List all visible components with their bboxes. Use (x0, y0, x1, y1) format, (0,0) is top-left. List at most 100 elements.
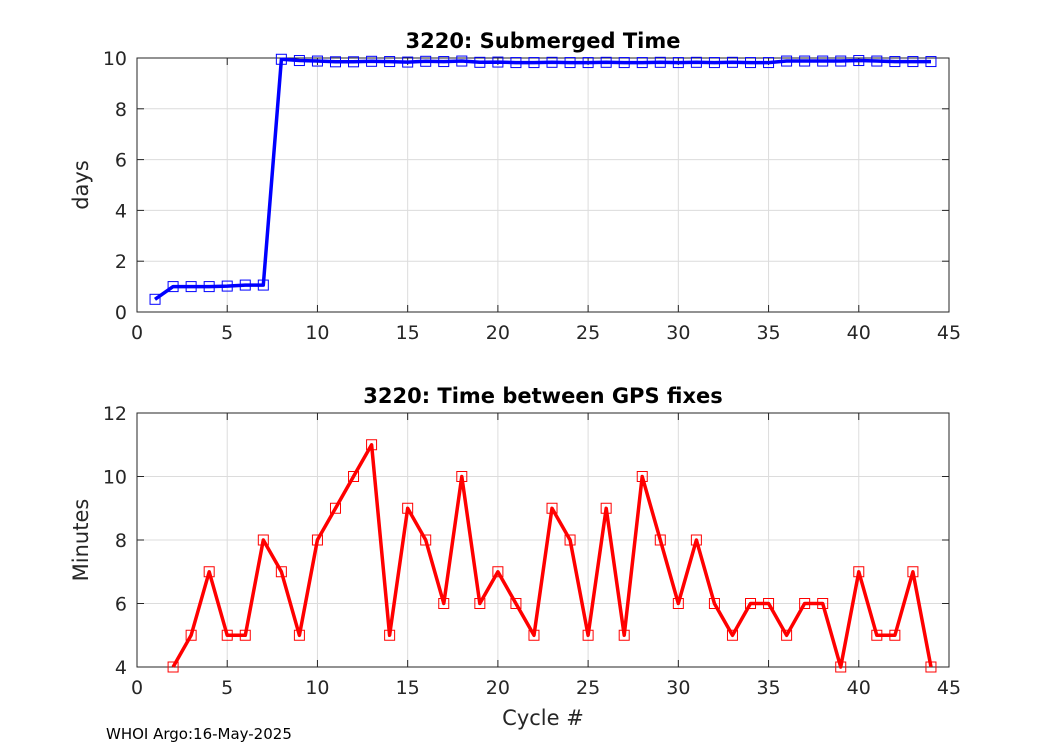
data-point (239, 279, 251, 291)
y-tick-label: 10 (103, 48, 127, 70)
gps-fix-time-chart: 0 5 10 15 20 25 30 35 40 45 4 6 8 10 12 3220: Time betw… (69, 384, 961, 730)
x-tick-label: 40 (847, 322, 871, 344)
data-point (763, 598, 775, 609)
data-point (167, 661, 179, 673)
x-tick-label: 15 (396, 322, 420, 344)
y-tick-label: 6 (115, 594, 127, 616)
data-point (257, 534, 269, 546)
data-point (799, 598, 811, 609)
data-point (925, 661, 937, 673)
data-point (564, 534, 576, 546)
data-point (799, 55, 811, 67)
y-tick-label: 2 (115, 251, 127, 273)
data-point (384, 56, 396, 68)
data-point (871, 629, 883, 641)
data-point (726, 56, 738, 68)
y-tick-label: 4 (115, 657, 127, 679)
data-point (618, 57, 630, 69)
x-axis-label: Cycle # (502, 706, 584, 730)
axes-box (136, 57, 950, 313)
x-tick-label: 15 (396, 677, 420, 699)
chart-title: 3220: Submerged Time (405, 29, 680, 53)
data-point (907, 566, 919, 578)
chart-title: 3220: Time between GPS fixes (363, 384, 723, 408)
footer-note: WHOI Argo:16-May-2025 (106, 725, 292, 743)
series-line (171, 443, 933, 669)
x-tick-label: 45 (937, 677, 961, 699)
x-tick-label: 20 (486, 322, 510, 344)
data-point (781, 629, 793, 641)
data-point (600, 56, 612, 68)
data-point (690, 56, 702, 68)
data-point (600, 502, 612, 514)
data-point (185, 629, 197, 641)
data-point (745, 57, 757, 69)
y-tick-label: 10 (103, 467, 127, 489)
plot-area (137, 58, 949, 312)
data-point (528, 57, 540, 69)
submerged-time-chart: 0 5 10 15 20 25 30 35 40 45 0 2 4 6 8 10 3220: Submerged… (69, 29, 961, 344)
data-point (835, 661, 847, 673)
data-point (528, 629, 540, 641)
data-point (185, 281, 197, 293)
y-tick-label: 4 (115, 200, 127, 222)
data-point (402, 502, 414, 514)
x-tick-label: 5 (221, 677, 233, 699)
x-tick-label: 10 (305, 677, 329, 699)
data-point (203, 281, 215, 293)
data-point (835, 55, 847, 67)
data-point (889, 56, 901, 68)
data-point (366, 55, 378, 67)
data-point (781, 55, 793, 67)
data-point (889, 629, 901, 641)
x-tick-label: 20 (486, 677, 510, 699)
data-point (366, 439, 378, 451)
data-point (384, 629, 396, 641)
data-point (456, 471, 468, 482)
data-point (925, 56, 937, 68)
data-point (167, 281, 179, 293)
data-point (672, 57, 684, 69)
data-point (726, 629, 738, 641)
data-point (420, 55, 432, 67)
data-point (221, 280, 233, 292)
data-point (149, 293, 161, 305)
data-point (708, 598, 720, 609)
data-point (582, 629, 594, 641)
data-point (293, 629, 305, 641)
series-line (153, 57, 931, 301)
data-point (293, 55, 305, 67)
data-point (853, 566, 865, 578)
data-point (817, 598, 829, 609)
data-point (654, 56, 666, 68)
x-tick-label: 35 (756, 322, 780, 344)
data-point (311, 534, 323, 546)
data-point (745, 598, 757, 609)
x-tick-label: 30 (666, 677, 690, 699)
data-point (636, 57, 648, 69)
data-point (763, 57, 775, 69)
data-point (402, 56, 414, 68)
y-tick-label: 8 (115, 530, 127, 552)
data-point (438, 56, 450, 68)
data-point (690, 534, 702, 546)
data-point (510, 598, 522, 609)
data-point (618, 629, 630, 641)
y-axis-label: days (69, 160, 93, 210)
data-point (907, 56, 919, 68)
x-tick-label: 0 (131, 677, 143, 699)
x-tick-label: 0 (131, 322, 143, 344)
data-point (329, 502, 341, 514)
data-point (203, 566, 215, 578)
data-point (257, 279, 269, 291)
data-point (456, 55, 468, 67)
y-tick-label: 12 (103, 403, 127, 425)
y-tick-label: 8 (115, 99, 127, 121)
data-point (853, 55, 865, 67)
y-tick-label: 0 (115, 302, 127, 324)
data-point (311, 55, 323, 67)
data-point (817, 55, 829, 67)
data-point (708, 57, 720, 69)
data-point (275, 53, 287, 65)
